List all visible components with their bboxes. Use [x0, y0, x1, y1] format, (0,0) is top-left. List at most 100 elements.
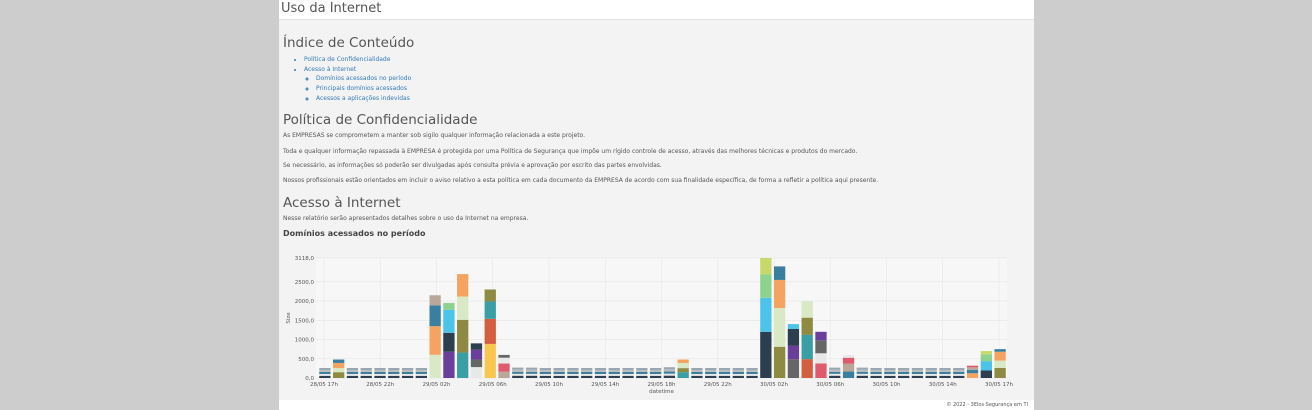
bar-segment	[360, 371, 372, 374]
bar-segment	[333, 362, 345, 369]
bar-segment	[539, 373, 552, 376]
bar-segment	[856, 369, 868, 372]
bar-segment	[718, 373, 731, 376]
bar-segment	[333, 359, 345, 363]
bar-segment	[705, 373, 717, 376]
domains-subtitle: Domínios acessados no período	[283, 229, 426, 238]
toc-link-improper-apps[interactable]: Acessos a aplicações indevidas	[316, 94, 410, 102]
bar-segment	[663, 369, 676, 372]
x-axis-label: datetime	[649, 389, 674, 395]
bar-segment	[856, 371, 868, 374]
app-title: Uso da Internet	[281, 1, 382, 16]
policy-title: Política de Confidencialidade	[283, 112, 478, 128]
bar-segment	[760, 274, 772, 298]
bar-segment	[691, 371, 703, 374]
bar-segment	[898, 367, 910, 370]
bar-segment	[939, 371, 951, 374]
bar-segment	[677, 362, 689, 369]
bar-segment	[801, 301, 813, 318]
bar-segment	[374, 367, 386, 370]
y-tick-label: 2500,0	[295, 280, 315, 286]
toc-subitem-top-domains[interactable]: Principais domínios acessados	[316, 84, 411, 94]
bar-segment	[705, 371, 717, 374]
internet-intro: Nesse relatório serão apresentados detal…	[283, 215, 529, 222]
bar-segment	[608, 373, 620, 376]
bar-segment	[622, 371, 634, 374]
bar-segment	[677, 368, 689, 373]
bar-segment	[360, 375, 372, 378]
bar-segment	[346, 375, 359, 378]
bar-segment	[457, 319, 469, 353]
bar-segment	[801, 317, 813, 335]
toc-link-domains[interactable]: Domínios acessados no período	[316, 75, 412, 83]
bar-segment	[608, 371, 620, 374]
bar-segment	[966, 369, 979, 374]
policy-paragraph-1: As EMPRESAS se comprometem a manter sob …	[283, 132, 586, 139]
bar-segment	[898, 375, 910, 378]
bar-segment	[374, 375, 386, 378]
bar-segment	[925, 369, 937, 372]
bar-segment	[870, 369, 882, 372]
bar-segment	[553, 373, 565, 376]
bar-segment	[346, 371, 359, 374]
bar-segment	[842, 354, 855, 358]
bar-segment	[429, 326, 441, 355]
toc-link-policy[interactable]: Política de Confidencialidade	[304, 56, 391, 63]
bar-segment	[815, 331, 827, 341]
bar-segment	[388, 373, 400, 376]
bar-segment	[594, 367, 607, 370]
toc-item-internet[interactable]: Acesso à Internet Domínios acessados no …	[304, 65, 411, 102]
bar-segment	[374, 371, 386, 374]
bar-segment	[484, 301, 496, 319]
toc-item-policy[interactable]: Política de Confidencialidade	[304, 55, 411, 65]
bar-segment	[622, 373, 634, 376]
y-tick-label: 500,0	[298, 357, 314, 363]
bar-segment	[898, 371, 910, 374]
x-tick-label: 29/05 06h	[479, 382, 508, 388]
bar-segment	[829, 369, 841, 372]
bar-segment	[512, 373, 524, 376]
bar-segment	[374, 373, 386, 376]
bar-segment	[429, 354, 441, 378]
bar-segment	[994, 367, 1006, 378]
bar-segment	[594, 373, 607, 376]
bar-segment	[346, 369, 359, 372]
bar-segment	[966, 365, 979, 368]
bar-segment	[525, 369, 538, 372]
bar-segment	[856, 373, 868, 376]
toc-link-top-domains[interactable]: Principais domínios acessados	[316, 85, 407, 93]
bar-segment	[815, 353, 827, 364]
bar-segment	[457, 296, 469, 320]
bar-segment	[870, 367, 882, 370]
bar-segment	[842, 363, 855, 372]
bar-segment	[939, 367, 951, 370]
bar-segment	[415, 373, 427, 376]
bar-segment	[319, 373, 331, 376]
bar-segment	[457, 274, 469, 297]
toc-link-internet[interactable]: Acesso à Internet	[304, 65, 357, 73]
bar-segment	[870, 373, 882, 376]
bar-segment	[319, 369, 331, 372]
bar-segment	[884, 371, 896, 374]
bar-segment	[966, 373, 979, 378]
bar-segment	[898, 369, 910, 372]
bar-segment	[718, 375, 731, 378]
bar-segment	[567, 371, 579, 374]
bar-segment	[512, 369, 524, 372]
bar-segment	[484, 289, 496, 302]
bar-segment	[884, 367, 896, 370]
toc-subitem-domains[interactable]: Domínios acessados no período	[316, 74, 411, 84]
bar-segment	[622, 369, 634, 372]
toc-subitem-improper-apps[interactable]: Acessos a aplicações indevidas	[316, 94, 411, 104]
bar-segment	[829, 371, 841, 374]
bar-segment	[319, 371, 331, 374]
bar-segment	[953, 375, 965, 378]
bar-segment	[718, 371, 731, 374]
bar-segment	[498, 363, 510, 372]
bar-segment	[581, 369, 593, 372]
bar-segment	[457, 352, 469, 378]
bar-segment	[512, 375, 524, 378]
bar-segment	[388, 375, 400, 378]
bar-segment	[553, 371, 565, 374]
bar-segment	[636, 367, 648, 370]
